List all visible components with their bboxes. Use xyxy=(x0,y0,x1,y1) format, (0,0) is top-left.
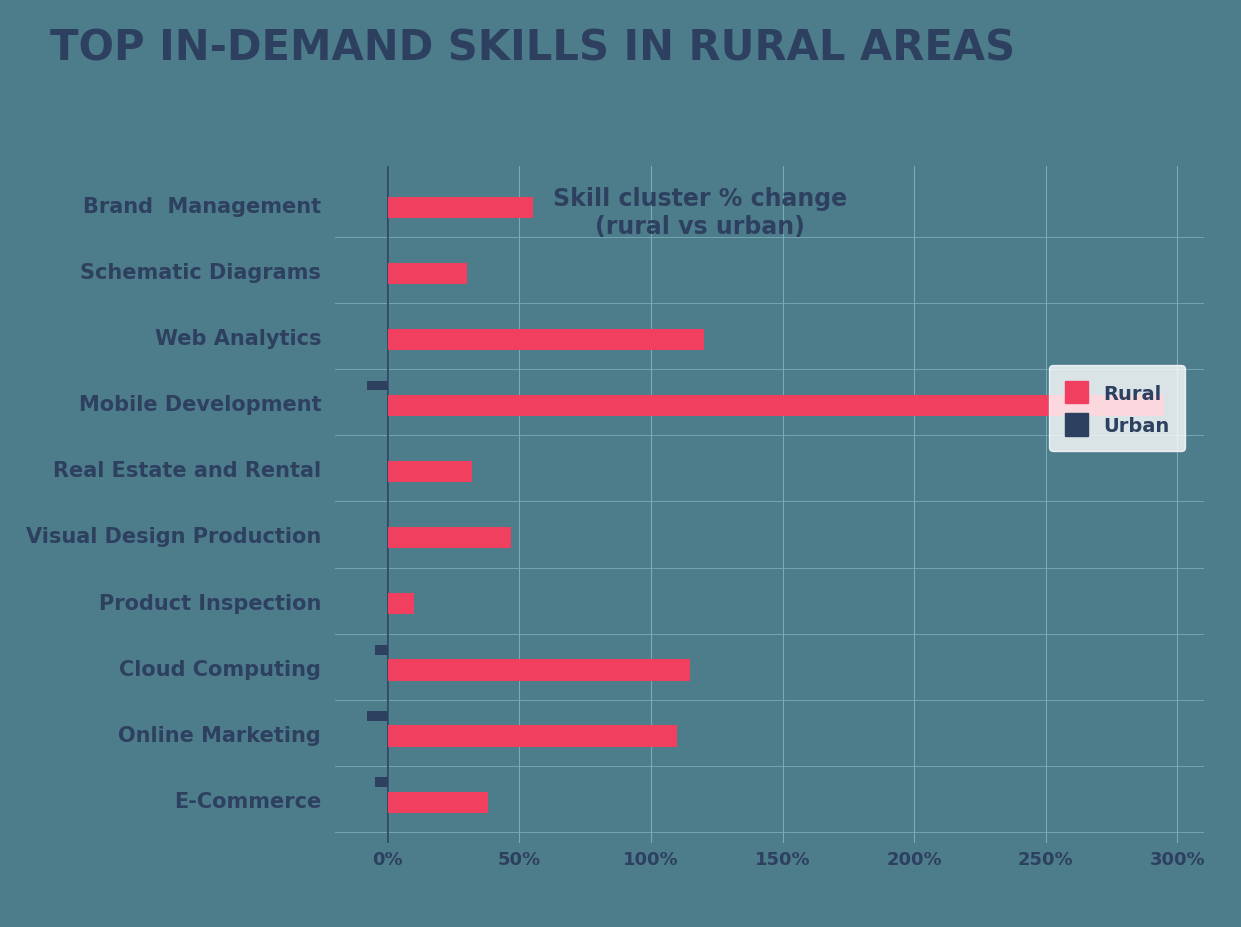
Text: TOP IN-DEMAND SKILLS IN RURAL AREAS: TOP IN-DEMAND SKILLS IN RURAL AREAS xyxy=(50,28,1015,70)
Bar xyxy=(366,711,387,721)
Bar xyxy=(387,263,467,285)
Bar xyxy=(387,396,1164,417)
Bar xyxy=(387,660,690,680)
Bar xyxy=(387,527,511,549)
Bar xyxy=(366,381,387,391)
Bar xyxy=(387,197,532,219)
Text: Skill cluster % change
(rural vs urban): Skill cluster % change (rural vs urban) xyxy=(552,187,848,239)
Bar xyxy=(375,645,387,655)
Bar xyxy=(387,792,488,813)
Bar xyxy=(387,593,414,615)
Legend: Rural, Urban: Rural, Urban xyxy=(1049,366,1185,451)
Bar xyxy=(387,330,704,350)
Bar xyxy=(375,777,387,787)
Bar xyxy=(387,726,678,747)
Bar xyxy=(387,462,472,483)
